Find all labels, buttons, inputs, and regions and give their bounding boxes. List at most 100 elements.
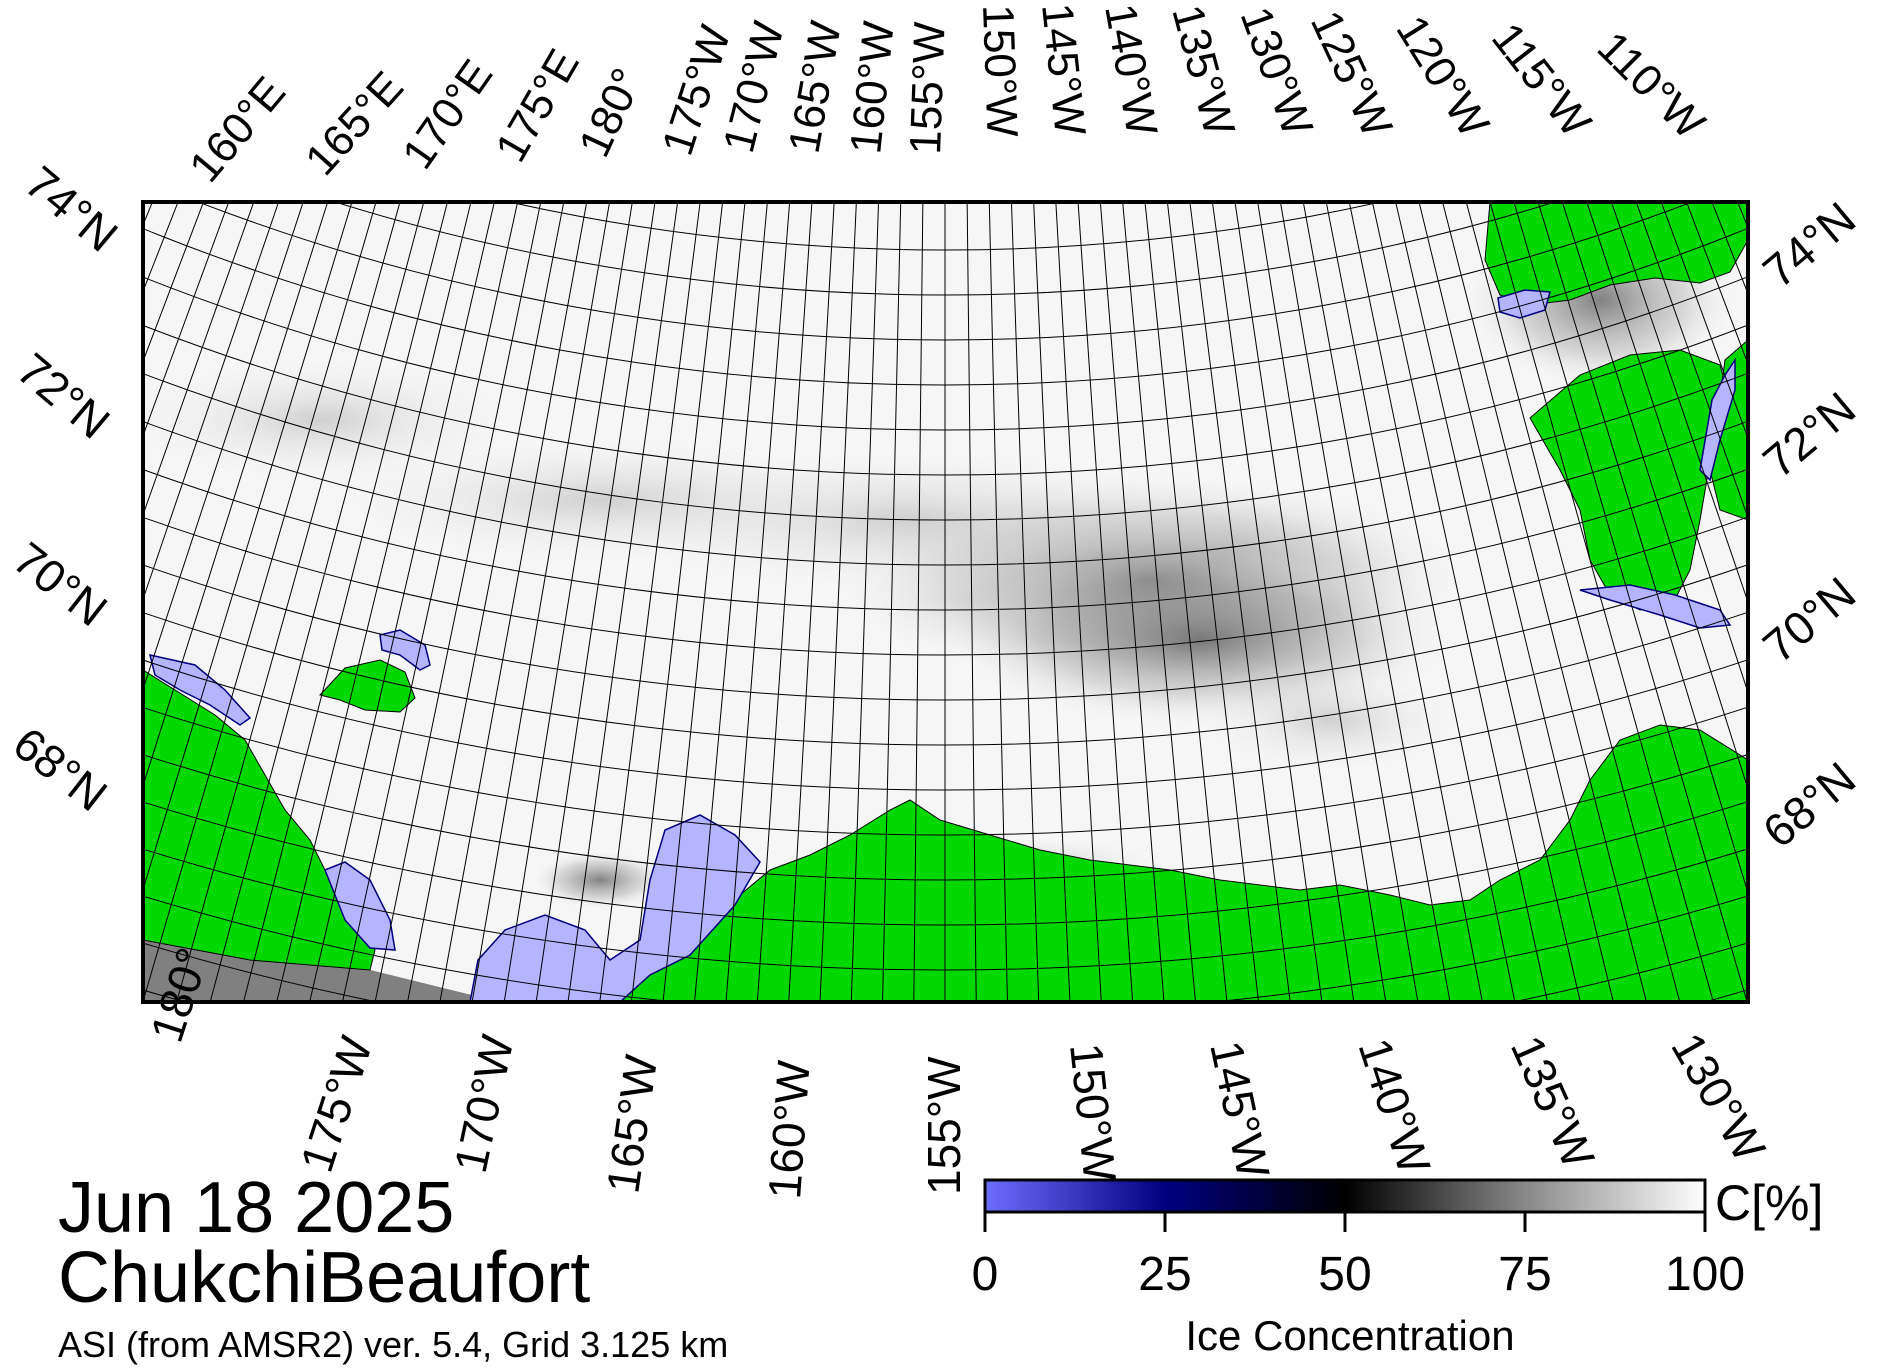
bottom-lon-label: 130°W (1661, 1024, 1776, 1171)
region-label: ChukchiBeaufort (58, 1238, 590, 1318)
meridian-line (176, 202, 401, 1002)
meridian-line (756, 202, 813, 1002)
date-label: Jun 18 2025 (58, 1168, 454, 1248)
meridian-line (1418, 202, 1614, 1002)
meridian-line (1055, 202, 1102, 1002)
colorbar-gradient (983, 1178, 1707, 1214)
meridian-line (209, 202, 425, 1002)
meridian-line (966, 202, 977, 1002)
meridian-line (309, 202, 495, 1002)
colorbar: C[%] 0 25 50 75 100 Ice Concentration (972, 1175, 1824, 1359)
top-lon-label: 160°W (841, 19, 904, 156)
meridian-line (788, 202, 835, 1002)
meridian-line (1122, 202, 1196, 1002)
meridian-line (1099, 202, 1165, 1002)
meridian-line (1211, 202, 1323, 1002)
meridian-line (694, 202, 768, 1002)
open-water-amundsen-gulf (1579, 584, 1732, 629)
bottom-lon-label: 170°W (444, 1030, 524, 1177)
top-lon-label: 115°W (1482, 14, 1600, 146)
right-lat-label: 68°N (1753, 752, 1865, 858)
left-latitude-labels: 74°N 72°N 70°N 68°N (4, 156, 128, 821)
land-wrangel-island (319, 659, 416, 713)
meridian-line (143, 202, 304, 691)
land-archipelago-north (1484, 202, 1748, 306)
meridian-line (1395, 202, 1581, 1002)
meridian-line (1561, 202, 1748, 791)
meridian-line (0, 0, 151, 976)
meridian-line (535, 202, 656, 1002)
top-lon-label: 145°W (1032, 1, 1095, 138)
map-area (0, 0, 1748, 1002)
top-lon-label: 160°E (180, 68, 295, 192)
meridian-line (143, 202, 329, 788)
bottom-lon-label: 140°W (1348, 1032, 1440, 1180)
meridian-line (439, 202, 588, 1002)
meridian-line (143, 202, 230, 438)
meridian-line (503, 202, 633, 1002)
colorbar-title: Ice Concentration (1185, 1312, 1514, 1359)
meridian-line (1325, 202, 1483, 1002)
right-latitude-labels: 74°N 72°N 70°N 68°N (1753, 192, 1865, 858)
meridian-line (1465, 202, 1681, 1002)
top-lon-label: 175°E (486, 41, 589, 170)
open-water-chukotka-coast (148, 654, 252, 726)
meridian-line (1257, 202, 1387, 1002)
top-lon-label: 110°W (1588, 22, 1714, 148)
meridian-line (1234, 202, 1355, 1002)
meridian-line (1348, 202, 1516, 1002)
meridian-line (374, 202, 542, 1002)
meridian-line (1166, 202, 1260, 1002)
meridian-line (1442, 202, 1647, 1002)
colorbar-tick-label: 75 (1498, 1248, 1551, 1301)
meridian-line (1513, 202, 1748, 1002)
meridian-line (819, 202, 857, 1002)
meridian-line (1302, 202, 1451, 1002)
bottom-lon-label: 155°W (918, 1056, 970, 1195)
meridian-line (243, 202, 448, 1002)
meridian-line (0, 0, 132, 961)
top-lon-label: 165°E (296, 62, 413, 184)
right-lat-label: 70°N (1753, 567, 1865, 673)
bottom-lon-label: 135°W (1501, 1028, 1605, 1176)
meridian-line (1635, 202, 1748, 520)
product-label: ASI (from AMSR2) ver. 5.4, Grid 3.125 km (58, 1324, 728, 1365)
right-lat-label: 72°N (1753, 382, 1865, 488)
land-banks-island (1529, 349, 1731, 611)
meridian-line (471, 202, 611, 1002)
meridian-line (276, 202, 472, 1002)
meridian-line (1077, 202, 1134, 1002)
colorbar-tick-label: 100 (1665, 1248, 1745, 1301)
meridian-line (988, 202, 1008, 1002)
bottom-lon-label: 160°W (758, 1058, 820, 1200)
meridian-line (1010, 202, 1040, 1002)
bottom-lon-label: 145°W (1200, 1036, 1280, 1183)
left-lat-label: 72°N (8, 343, 120, 449)
top-lon-label: 140°W (1095, 0, 1166, 139)
meridian-line (1144, 202, 1228, 1002)
open-water-prince-of-wales (1699, 357, 1736, 482)
left-lat-label: 70°N (4, 532, 117, 636)
meridian-line (882, 202, 902, 1002)
right-lat-label: 74°N (1753, 192, 1865, 298)
meridian-line (1279, 202, 1419, 1002)
map-frame (141, 200, 1750, 1004)
meridian-line (1660, 202, 1748, 440)
left-lat-label: 74°N (16, 156, 128, 262)
meridian-line (567, 202, 679, 1002)
colorbar-tick-label: 25 (1138, 1248, 1191, 1301)
top-longitude-labels: 160°E 165°E 170°E 175°E 180° 175°W 170°W… (180, 0, 1714, 191)
meridian-line (662, 202, 746, 1002)
meridian-line (143, 202, 280, 601)
top-lon-label: 120°W (1387, 7, 1499, 146)
colorbar-tick-label: 50 (1318, 1248, 1371, 1301)
colorbar-unit: C[%] (1715, 1175, 1823, 1231)
bottom-lon-label: 175°W (290, 1030, 382, 1178)
meridian-line (913, 202, 924, 1002)
meridian-line (1610, 202, 1748, 604)
bottom-lon-label: 150°W (1060, 1041, 1126, 1185)
meridian-line (850, 202, 880, 1002)
top-lon-label: 150°W (973, 4, 1027, 139)
meridian-line (725, 202, 791, 1002)
meridian-line (407, 202, 565, 1002)
